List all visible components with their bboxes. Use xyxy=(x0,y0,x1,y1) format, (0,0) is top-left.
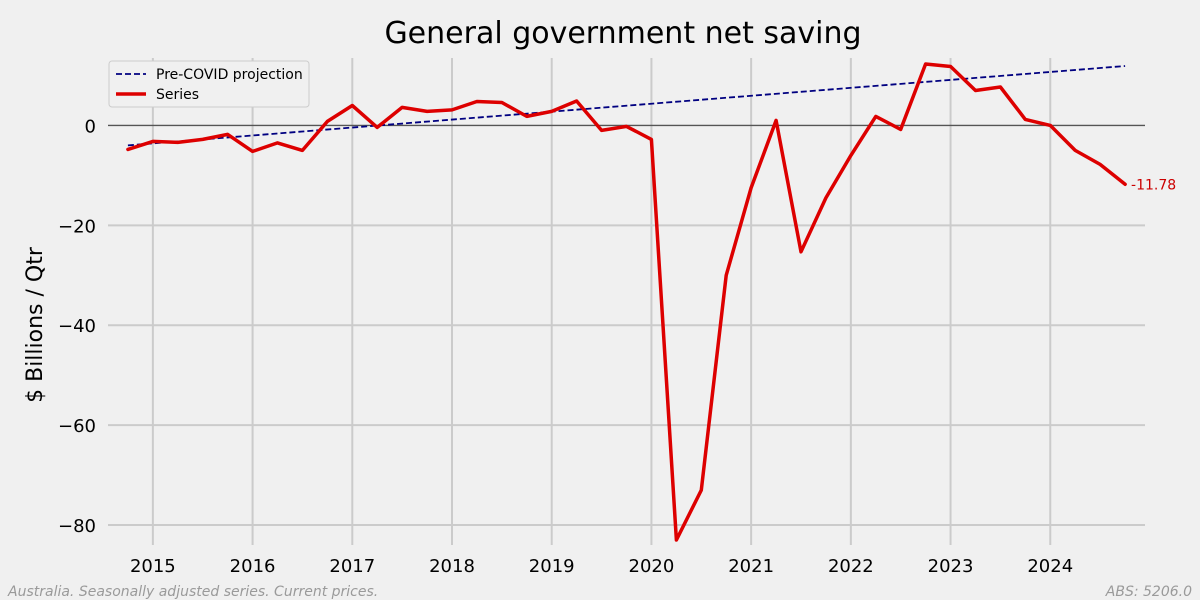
y-tick-labels: 0 −20 −40 −60 −80 xyxy=(58,116,96,537)
series-layer xyxy=(126,62,1127,542)
y-tick-label: 0 xyxy=(85,116,96,137)
series-line xyxy=(126,62,1127,542)
projection-line xyxy=(127,65,1126,147)
x-tick-label: 2016 xyxy=(230,556,276,577)
x-tick-label: 2022 xyxy=(828,556,874,577)
x-tick-labels: 2015 2016 2017 2018 2019 2020 2021 2022 2023 2024 xyxy=(130,556,1073,577)
legend-box xyxy=(108,60,310,108)
x-tick-label: 2019 xyxy=(529,556,575,577)
legend: Pre-COVID projection Series xyxy=(108,60,310,108)
x-tick-label: 2024 xyxy=(1027,556,1073,577)
x-tick-label: 2015 xyxy=(130,556,176,577)
x-tick-label: 2021 xyxy=(728,556,774,577)
y-tick-label: −80 xyxy=(58,516,96,537)
x-tick-label: 2018 xyxy=(429,556,475,577)
x-tick-label: 2020 xyxy=(629,556,675,577)
x-tick-label: 2017 xyxy=(329,556,375,577)
chart-title: General government net saving xyxy=(384,16,861,51)
y-tick-label: −20 xyxy=(58,216,96,237)
y-tick-label: −40 xyxy=(58,316,96,337)
footnote-right: ABS: 5206.0 xyxy=(1105,584,1192,600)
legend-label-projection: Pre-COVID projection xyxy=(156,67,303,83)
y-axis-label: $ Billions / Qtr xyxy=(23,246,48,403)
end-value-label: -11.78 xyxy=(1131,177,1176,193)
y-gridlines xyxy=(108,224,1145,527)
y-tick-label: −60 xyxy=(58,416,96,437)
legend-label-series: Series xyxy=(156,87,199,103)
footnote-left: Australia. Seasonally adjusted series. C… xyxy=(7,584,378,600)
x-tick-label: 2023 xyxy=(928,556,974,577)
